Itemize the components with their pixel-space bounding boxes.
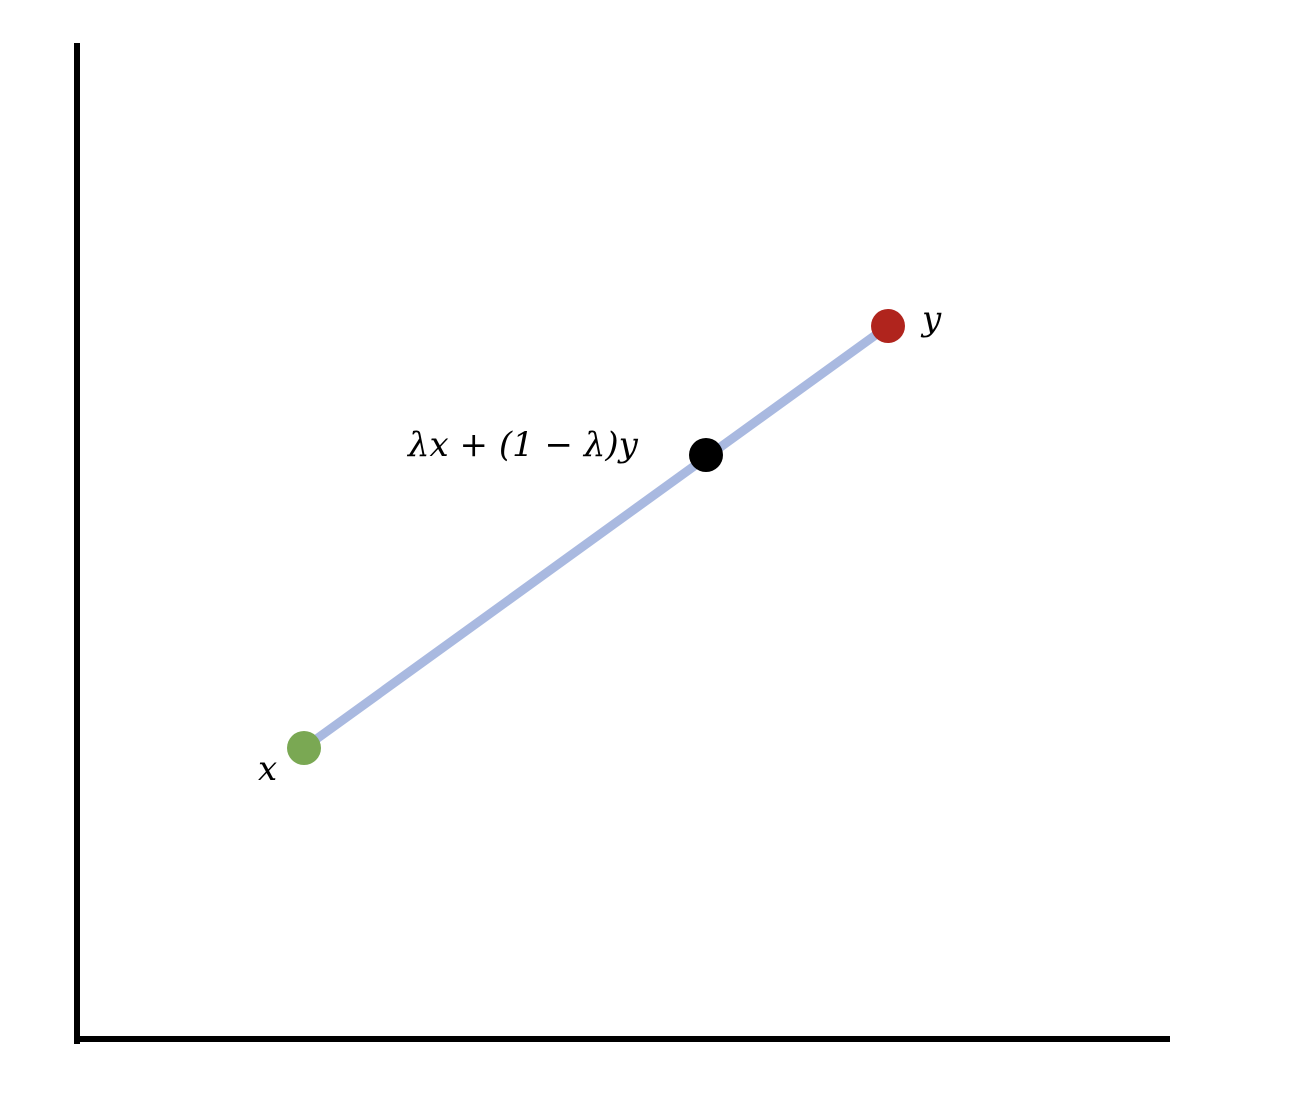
segment-xy [299, 321, 893, 753]
point-x [287, 731, 321, 765]
point-combination [689, 438, 723, 472]
label-y: y [920, 299, 942, 339]
label-x: x [258, 749, 277, 789]
point-y [871, 309, 905, 343]
label-combination: λx + (1 − λ)y [406, 425, 639, 465]
